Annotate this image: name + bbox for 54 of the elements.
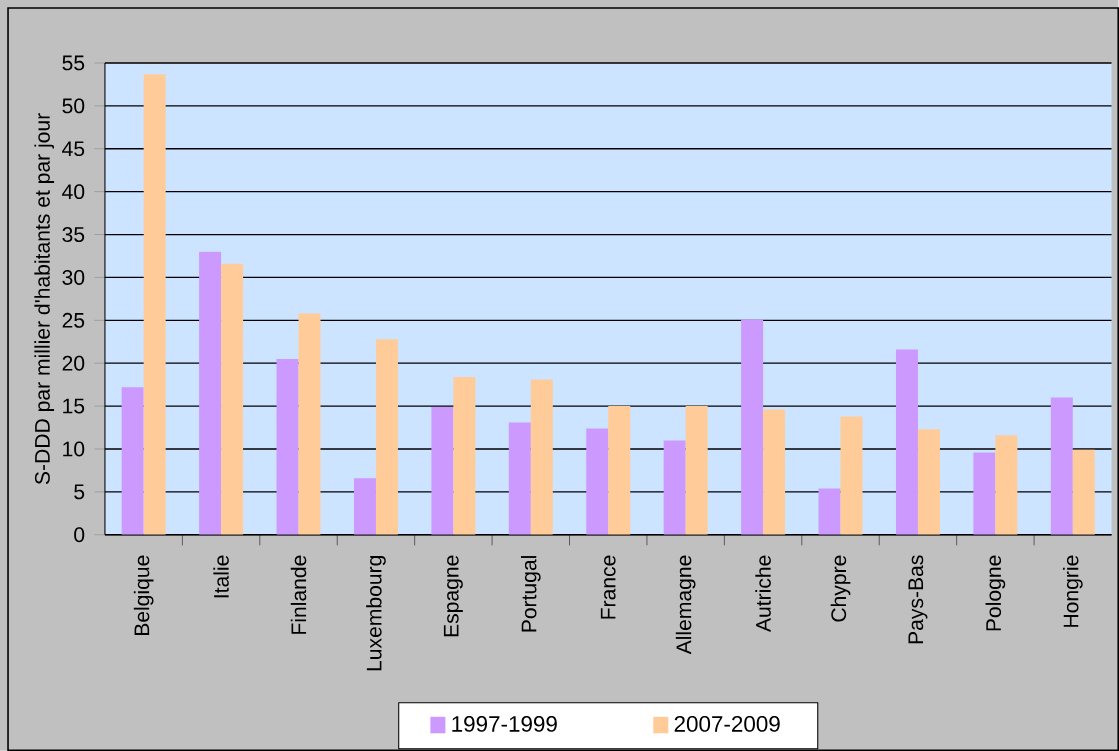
y-tick-label: 15	[63, 398, 85, 414]
bar	[1072, 449, 1095, 535]
legend-label: 2007-2009	[674, 715, 780, 732]
bar	[431, 406, 454, 535]
y-tick-label: 25	[62, 312, 85, 328]
bar	[663, 440, 686, 535]
bar	[917, 429, 940, 535]
bar	[121, 387, 144, 535]
legend-label: 1997-1999	[452, 715, 557, 732]
x-tick-label: Pologne	[985, 555, 1006, 631]
x-tick-label: Espagne	[443, 555, 463, 637]
bar	[508, 422, 531, 535]
x-tick-label: Portugal	[520, 556, 541, 632]
x-tick-label: Finlande	[290, 555, 307, 634]
y-tick-label: 30	[62, 269, 85, 285]
bar	[586, 428, 609, 535]
bar	[763, 409, 786, 535]
bar	[608, 406, 631, 535]
bar	[221, 263, 244, 535]
bar	[895, 349, 918, 535]
x-tick-label: Autriche	[755, 555, 771, 632]
y-tick-label: 10	[63, 441, 85, 457]
bar	[530, 379, 553, 535]
bar	[298, 313, 321, 535]
y-tick-label: 40	[62, 184, 85, 200]
x-tick-label: Chypre	[830, 555, 851, 622]
bar	[199, 251, 222, 535]
bar	[741, 319, 764, 535]
x-tick-label: Allemagne	[675, 555, 696, 655]
bar	[375, 339, 398, 535]
bar	[840, 416, 863, 535]
bar	[453, 376, 476, 535]
y-tick-label: 35	[62, 227, 85, 242]
y-tick-label: 45	[62, 141, 85, 157]
x-tick-label: Pays-Bas	[908, 555, 928, 644]
y-tick-label: 50	[62, 98, 85, 114]
bar	[973, 452, 996, 535]
bar	[995, 435, 1018, 535]
y-axis-title: S-DDD par millier d'habitants et par jour	[34, 113, 55, 485]
y-tick-label: 5	[74, 484, 85, 500]
x-tick-label: Luxembourg	[366, 555, 386, 671]
bar	[818, 488, 841, 535]
x-tick-label: Italie	[213, 555, 229, 598]
y-tick-label: 0	[74, 527, 85, 543]
bar	[143, 74, 166, 535]
bar	[353, 478, 376, 535]
bar	[685, 406, 708, 535]
x-tick-label: Hongrie	[1062, 555, 1083, 627]
x-tick-label: Belgique	[133, 555, 154, 635]
bar	[276, 358, 299, 535]
y-tick-label: 20	[62, 355, 85, 371]
bar	[1050, 397, 1073, 535]
x-tick-label: France	[600, 555, 616, 619]
y-tick-label: 55	[62, 55, 85, 71]
